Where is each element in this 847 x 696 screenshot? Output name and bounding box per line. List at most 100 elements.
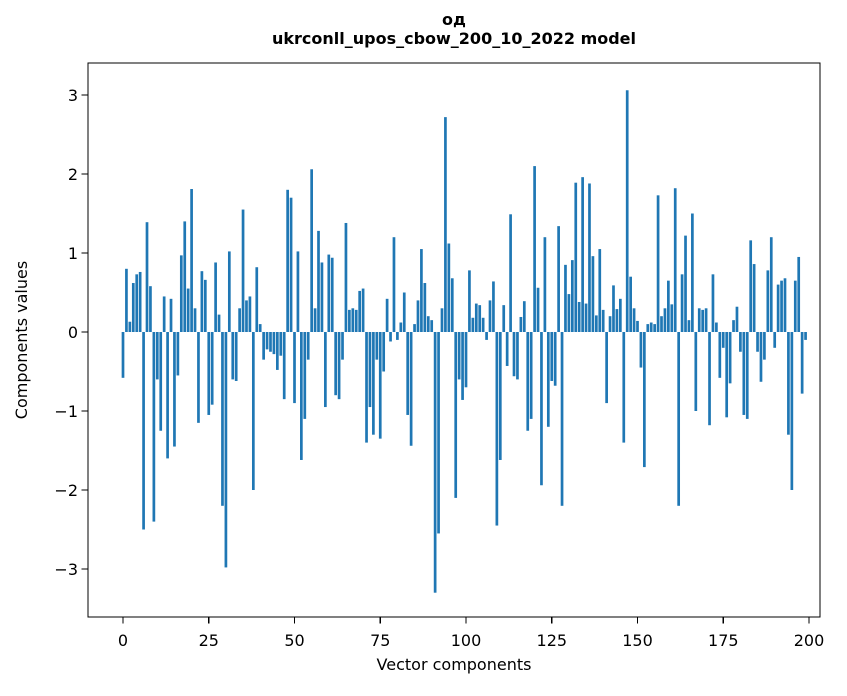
bar xyxy=(694,332,698,411)
bar xyxy=(392,237,396,332)
plot-frame xyxy=(87,62,821,618)
bar xyxy=(444,117,447,333)
bar xyxy=(152,332,156,522)
bar xyxy=(474,303,478,332)
bar xyxy=(601,309,605,332)
bar xyxy=(437,332,440,534)
bar xyxy=(276,332,279,370)
bar xyxy=(721,332,725,348)
bar xyxy=(231,332,235,380)
bar xyxy=(440,308,444,332)
bar xyxy=(732,320,735,332)
bar xyxy=(433,332,437,593)
x-axis-label: Vector components xyxy=(376,655,532,674)
bar xyxy=(557,226,560,332)
bar xyxy=(550,332,554,381)
bar xyxy=(258,324,262,332)
bar xyxy=(138,271,142,332)
bar xyxy=(663,308,667,332)
bar xyxy=(430,320,434,332)
bar xyxy=(255,267,259,332)
bar xyxy=(495,332,499,526)
bar xyxy=(594,315,598,332)
bar xyxy=(468,270,471,332)
bar xyxy=(227,251,231,332)
bar xyxy=(509,214,512,332)
bar xyxy=(344,222,348,332)
x-tick-label: 100 xyxy=(451,631,482,650)
bar xyxy=(553,332,557,386)
y-tick-label: 1 xyxy=(68,244,78,263)
bar xyxy=(402,292,406,332)
bar xyxy=(787,332,790,435)
bar xyxy=(574,182,578,332)
x-tick-label: 175 xyxy=(708,631,739,650)
bar xyxy=(588,183,591,332)
bar xyxy=(396,332,399,340)
bar xyxy=(598,249,602,332)
bar xyxy=(776,284,780,332)
bar xyxy=(780,280,783,332)
bar xyxy=(800,332,804,394)
bar xyxy=(378,332,382,439)
bar xyxy=(313,308,317,332)
bar xyxy=(351,308,355,332)
bar xyxy=(176,332,180,376)
y-tick-label: 2 xyxy=(68,165,78,184)
title-block: од ukrconll_upos_cbow_200_10_2022 model xyxy=(88,10,820,48)
y-tick-label: −3 xyxy=(54,560,78,579)
bar xyxy=(526,332,530,431)
bar xyxy=(464,332,468,388)
bar xyxy=(680,274,684,332)
bar xyxy=(649,322,653,332)
x-tick-label: 50 xyxy=(284,631,304,650)
bar xyxy=(413,324,416,332)
bar xyxy=(289,197,293,332)
bar xyxy=(759,332,763,382)
bar xyxy=(529,332,533,419)
x-tick-label: 0 xyxy=(118,631,128,650)
bar xyxy=(739,332,742,352)
chart-subtitle: ukrconll_upos_cbow_200_10_2022 model xyxy=(271,29,637,48)
bar xyxy=(646,324,650,332)
bar xyxy=(217,314,221,332)
bar xyxy=(711,274,715,332)
bar xyxy=(492,281,495,332)
bar xyxy=(265,332,269,350)
bar xyxy=(728,332,732,384)
bar xyxy=(677,332,681,506)
bar xyxy=(735,306,739,332)
bar xyxy=(389,332,392,342)
bar xyxy=(197,332,200,423)
bar xyxy=(300,332,303,460)
bar xyxy=(330,257,334,332)
bar xyxy=(478,305,482,332)
bar xyxy=(461,332,464,400)
bar xyxy=(481,317,485,332)
bar xyxy=(625,90,629,332)
bar xyxy=(708,332,711,426)
bar xyxy=(457,332,461,380)
bar xyxy=(303,332,307,419)
bar xyxy=(382,332,386,372)
bar xyxy=(577,301,581,332)
bar xyxy=(375,332,379,360)
bar xyxy=(210,332,214,405)
bar xyxy=(471,317,475,332)
bar xyxy=(245,300,248,332)
bar xyxy=(516,332,519,380)
bar xyxy=(251,332,255,490)
bar xyxy=(354,309,358,332)
bar xyxy=(293,332,296,404)
bar xyxy=(348,309,351,332)
x-tick-label: 150 xyxy=(622,631,653,650)
bar xyxy=(166,332,169,459)
bar xyxy=(286,189,289,332)
bar xyxy=(365,332,368,443)
bar xyxy=(128,321,132,332)
bar xyxy=(269,332,272,352)
bar xyxy=(327,254,331,332)
bar xyxy=(673,188,677,332)
bar xyxy=(426,316,430,332)
